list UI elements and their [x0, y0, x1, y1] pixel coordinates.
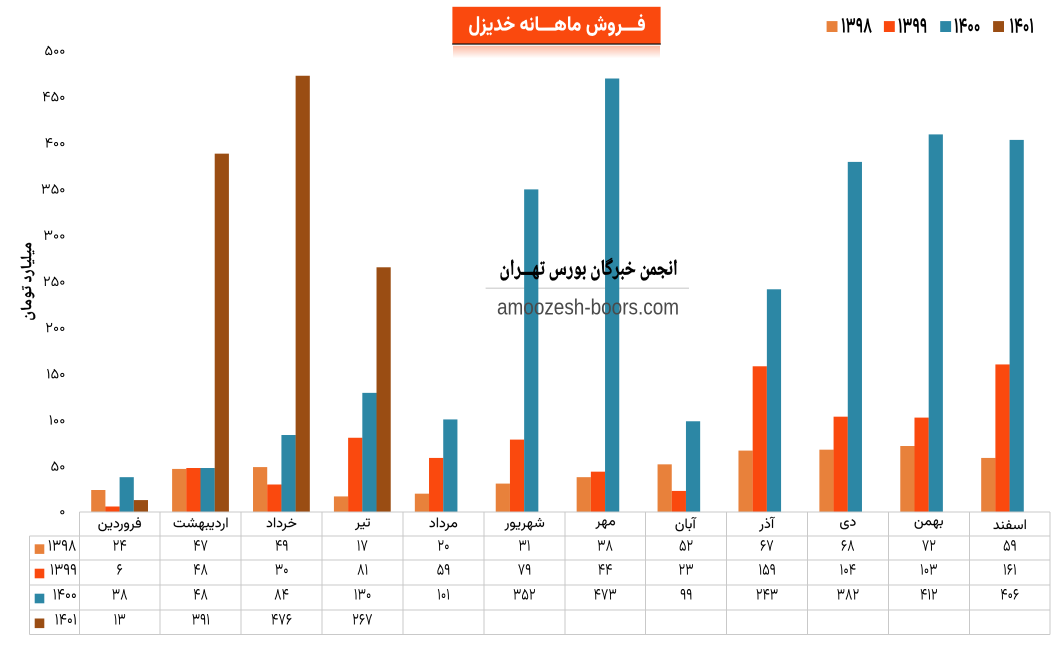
svg-text:amoozesh-boors.com: amoozesh-boors.com	[497, 294, 679, 319]
